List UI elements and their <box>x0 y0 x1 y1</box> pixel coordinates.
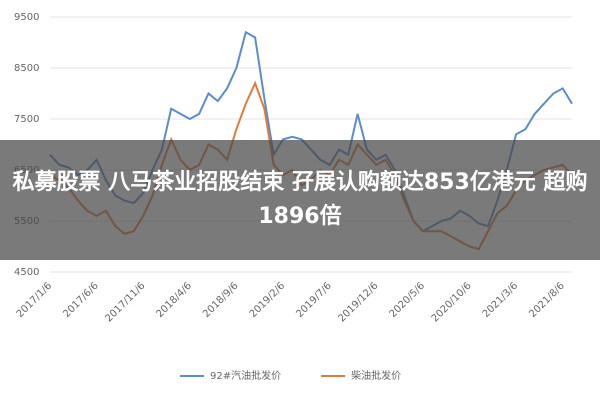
y-tick-label: 7500 <box>14 114 39 125</box>
x-tick-label: 2020/10/6 <box>430 280 474 324</box>
headline: 私募股票 八马茶业招股结束 孖展认购额达853亿港元 超购1896倍 <box>12 170 588 229</box>
y-tick-label: 8500 <box>14 63 39 74</box>
legend-label: 柴油批发价 <box>351 369 401 382</box>
x-tick-label: 2018/9/6 <box>201 280 241 320</box>
x-tick-label: 2021/8/6 <box>527 280 567 320</box>
y-tick-label: 9500 <box>14 12 39 23</box>
headline-banner: 私募股票 八马茶业招股结束 孖展认购额达853亿港元 超购1896倍 <box>0 140 600 260</box>
x-tick-label: 2018/4/6 <box>155 280 195 320</box>
x-tick-label: 2017/11/6 <box>103 280 147 324</box>
x-tick-label: 2019/12/6 <box>336 280 380 324</box>
x-tick-label: 2019/2/6 <box>248 280 288 320</box>
x-tick-label: 2017/6/6 <box>61 280 101 320</box>
x-tick-label: 2017/1/6 <box>15 280 55 320</box>
x-tick-label: 2019/7/6 <box>294 280 334 320</box>
y-tick-label: 4500 <box>14 267 39 278</box>
x-tick-label: 2021/3/6 <box>481 280 521 320</box>
x-tick-label: 2020/5/6 <box>388 280 428 320</box>
legend-label: 92#汽油批发价 <box>210 369 281 382</box>
